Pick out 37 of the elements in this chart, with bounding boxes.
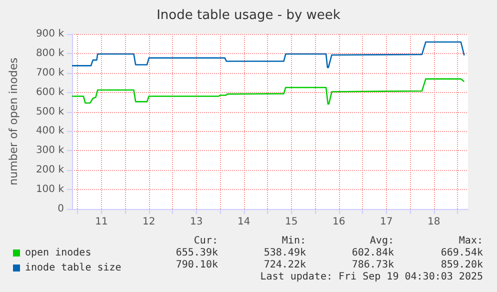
y-axis-title: number of open inodes bbox=[7, 57, 20, 186]
text: Min: bbox=[282, 236, 306, 246]
y-tick-label: 300 k bbox=[36, 145, 64, 156]
x-tick-label: 12 bbox=[142, 216, 156, 228]
text: Last update: Fri Sep 19 04:30:03 2025 bbox=[260, 272, 484, 282]
text: Cur: bbox=[194, 236, 218, 246]
legend-label: inode table size bbox=[25, 262, 122, 274]
y-tick-label: 800 k bbox=[36, 48, 64, 59]
y-tick-label: 200 k bbox=[36, 164, 64, 176]
x-tick-label: 13 bbox=[190, 216, 203, 228]
text: 602.84k bbox=[352, 248, 394, 258]
x-tick-label: 18 bbox=[427, 216, 440, 228]
text: 655.39k bbox=[176, 248, 218, 258]
y-tick-label: 400 k bbox=[36, 126, 64, 137]
y-tick-label: 700 k bbox=[36, 67, 64, 78]
text: Max: bbox=[458, 236, 483, 246]
x-tick-label: 11 bbox=[95, 216, 108, 228]
text: 790.10k bbox=[176, 260, 218, 270]
line-series bbox=[71, 41, 465, 68]
chart-title: Inode table usage - by week bbox=[156, 8, 341, 23]
y-tick-label: 100 k bbox=[36, 184, 64, 196]
text: 859.20k bbox=[440, 260, 483, 270]
text: 724.22k bbox=[264, 260, 306, 270]
x-tick-label: 16 bbox=[332, 216, 346, 228]
text: 538.49k bbox=[264, 248, 306, 258]
text: Avg: bbox=[370, 236, 394, 246]
y-tick-label: 600 k bbox=[36, 86, 64, 98]
line-series bbox=[71, 78, 465, 105]
text: 669.54k bbox=[440, 248, 483, 258]
y-tick-label: 900 k bbox=[36, 28, 64, 40]
y-tick-label: 500 k bbox=[36, 106, 64, 118]
x-tick-label: 14 bbox=[238, 216, 250, 228]
y-tick-label: 0 bbox=[58, 204, 64, 214]
x-tick-label: 17 bbox=[380, 216, 393, 228]
legend-label: open inodes bbox=[25, 248, 92, 258]
text: 786.73k bbox=[352, 260, 394, 270]
x-tick-label: 15 bbox=[285, 216, 298, 228]
